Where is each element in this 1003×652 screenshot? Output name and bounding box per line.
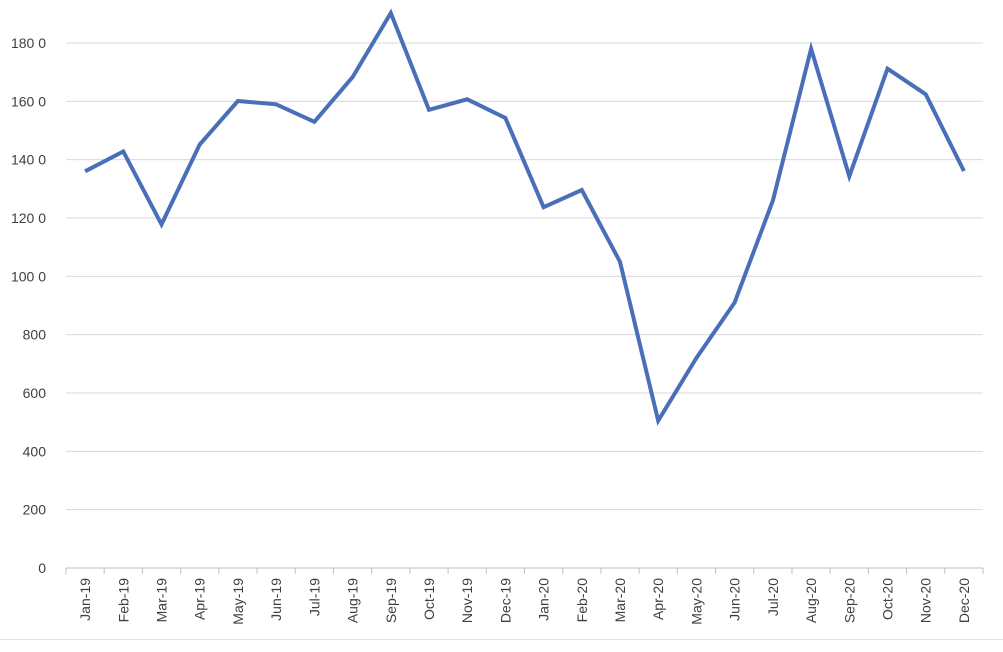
data-point [885, 67, 889, 71]
y-tick-label: 200 [23, 502, 47, 518]
data-point [962, 169, 966, 173]
y-tick-label: 0 [38, 560, 46, 576]
x-tick-label: May-19 [230, 578, 246, 625]
x-tick-label: May-20 [688, 578, 704, 625]
data-point [427, 108, 431, 112]
x-tick-label: Feb-19 [115, 578, 131, 623]
x-tick-label: Apr-19 [192, 578, 208, 620]
data-point [542, 205, 546, 209]
data-point [312, 120, 316, 124]
x-tick-label: Aug-19 [345, 578, 361, 623]
y-tick-label: 800 [23, 327, 47, 343]
data-point [733, 301, 737, 305]
data-point [809, 47, 813, 51]
data-point [236, 99, 240, 103]
x-axis [65, 567, 984, 574]
series-line [84, 8, 966, 426]
x-axis-tick-labels: Jan-19 Feb-19 Mar-19 Apr-19 May-19 Jun-19 Jul-… [77, 578, 972, 625]
y-tick-label: 140 0 [11, 152, 46, 168]
x-tick-label: Nov-19 [459, 578, 475, 623]
bottom-divider [0, 639, 1003, 640]
data-point [924, 92, 928, 96]
x-tick-label: Apr-20 [650, 578, 666, 620]
x-tick-label: Sep-19 [383, 578, 399, 623]
data-point [465, 97, 469, 101]
data-point [503, 116, 507, 120]
series-layer [83, 8, 966, 426]
x-tick-label: Jun-19 [268, 578, 284, 621]
x-tick-label: Jun-20 [727, 578, 743, 621]
data-point [771, 199, 775, 203]
y-axis-tick-labels: 0 200 400 600 800 100 0 120 0 140 0 160 0 180 0 [11, 35, 46, 576]
gridlines [66, 42, 983, 511]
data-point [83, 169, 87, 173]
data-point [389, 11, 393, 15]
y-tick-label: 600 [23, 385, 47, 401]
data-point [121, 150, 125, 154]
x-tick-label: Mar-19 [154, 578, 170, 623]
y-tick-label: 180 0 [11, 35, 46, 51]
data-point [847, 174, 851, 178]
x-tick-label: Jul-19 [306, 578, 322, 616]
x-tick-label: Oct-19 [421, 578, 437, 620]
data-point [694, 356, 698, 360]
x-tick-label: Feb-20 [574, 578, 590, 623]
x-tick-label: Sep-20 [841, 578, 857, 623]
x-tick-label: Jan-20 [536, 578, 552, 621]
data-point [160, 222, 164, 226]
x-tick-label: Mar-20 [612, 578, 628, 623]
y-tick-label: 100 0 [11, 268, 46, 284]
y-tick-label: 160 0 [11, 93, 46, 109]
x-tick-label: Oct-20 [879, 578, 895, 620]
data-point [580, 188, 584, 192]
x-tick-label: Dec-19 [497, 578, 513, 623]
x-tick-label: Jul-20 [765, 578, 781, 616]
data-point [274, 102, 278, 106]
y-tick-label: 120 0 [11, 210, 46, 226]
y-tick-label: 400 [23, 443, 47, 459]
data-point [656, 419, 660, 423]
x-tick-label: Jan-19 [77, 578, 93, 621]
x-tick-label: Nov-20 [918, 578, 934, 623]
data-point [618, 260, 622, 264]
data-point [351, 75, 355, 79]
x-tick-label: Aug-20 [803, 578, 819, 623]
data-point [198, 143, 202, 147]
x-tick-label: Dec-20 [956, 578, 972, 623]
